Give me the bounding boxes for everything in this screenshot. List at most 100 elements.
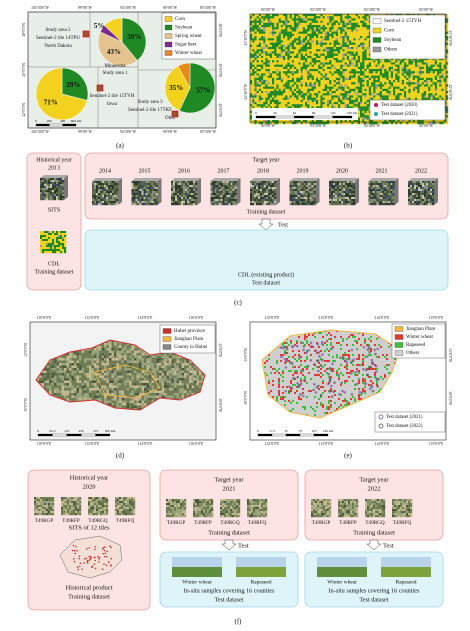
pixel bbox=[353, 82, 356, 85]
pixel bbox=[46, 231, 49, 234]
pixel bbox=[302, 73, 306, 76]
pixel bbox=[263, 53, 266, 56]
pixel bbox=[285, 73, 288, 76]
pixel bbox=[102, 191, 105, 194]
pixel bbox=[406, 88, 409, 92]
pixel bbox=[366, 91, 369, 94]
pixel bbox=[274, 97, 277, 100]
pixel bbox=[267, 93, 270, 96]
pixel bbox=[333, 121, 336, 125]
pixel bbox=[300, 91, 303, 94]
pixel bbox=[351, 31, 354, 34]
pixel bbox=[278, 27, 281, 30]
pixel bbox=[269, 80, 273, 83]
pixel bbox=[342, 29, 345, 32]
pixel bbox=[300, 53, 303, 56]
pixel bbox=[54, 186, 57, 189]
pixel bbox=[335, 102, 339, 105]
pixel bbox=[296, 95, 299, 98]
pixel bbox=[320, 53, 323, 56]
pixel bbox=[92, 183, 95, 186]
pixel bbox=[410, 69, 413, 72]
pie-wedge bbox=[97, 31, 138, 67]
pixel bbox=[256, 33, 259, 37]
pixel bbox=[338, 29, 341, 32]
pixel bbox=[329, 47, 332, 50]
pixel bbox=[254, 62, 257, 65]
pixel bbox=[296, 119, 299, 122]
pixel bbox=[269, 82, 273, 85]
pixel bbox=[344, 14, 347, 17]
pixel bbox=[318, 91, 321, 94]
pixel bbox=[357, 93, 361, 96]
pixel bbox=[261, 47, 264, 50]
pixel bbox=[338, 73, 341, 76]
pixel bbox=[322, 119, 325, 122]
lat-tick: 48°0'0"N bbox=[22, 23, 26, 37]
pixel bbox=[265, 99, 268, 103]
pixel bbox=[300, 18, 303, 21]
pixel bbox=[417, 73, 420, 76]
pixel bbox=[274, 29, 277, 32]
pixel bbox=[331, 44, 334, 48]
pixel bbox=[307, 33, 310, 37]
pixel bbox=[267, 80, 270, 83]
pixel bbox=[287, 73, 290, 76]
pixel bbox=[324, 86, 328, 89]
pixel bbox=[362, 27, 365, 30]
pixel bbox=[423, 97, 427, 100]
lon-tick: 94°30'0"W bbox=[120, 130, 137, 134]
pixel bbox=[342, 80, 345, 83]
pixel bbox=[300, 73, 303, 76]
pixel bbox=[333, 97, 336, 100]
pie-wedge bbox=[35, 67, 88, 121]
pixel bbox=[294, 25, 297, 28]
pixel bbox=[298, 75, 301, 78]
pixel bbox=[351, 49, 354, 52]
pixel bbox=[388, 84, 391, 87]
pixel bbox=[254, 86, 257, 89]
pixel bbox=[445, 97, 449, 100]
pixel bbox=[324, 71, 328, 74]
pixel bbox=[60, 251, 63, 254]
pixel bbox=[333, 62, 336, 65]
pixel bbox=[58, 182, 61, 185]
pixel bbox=[322, 36, 325, 39]
pixel bbox=[311, 95, 314, 98]
pixel bbox=[360, 75, 363, 78]
pixel bbox=[421, 69, 424, 72]
pixel bbox=[48, 237, 51, 240]
pixel bbox=[46, 239, 49, 242]
pie-label: 5% bbox=[94, 22, 105, 30]
pixel bbox=[280, 99, 284, 103]
pixel bbox=[48, 192, 51, 195]
pixel bbox=[307, 18, 310, 21]
pixel bbox=[263, 66, 266, 70]
pixel bbox=[349, 80, 352, 83]
pixel bbox=[362, 42, 365, 45]
pixel bbox=[353, 58, 356, 61]
pixel bbox=[434, 95, 438, 98]
pixel bbox=[296, 60, 299, 63]
pixel bbox=[368, 84, 372, 87]
pixel bbox=[351, 40, 354, 43]
pixel bbox=[331, 51, 334, 54]
pixel bbox=[316, 86, 319, 89]
pixel bbox=[50, 194, 53, 197]
pixel bbox=[366, 49, 369, 52]
pixel bbox=[258, 80, 262, 83]
pixel bbox=[258, 40, 262, 43]
pixel bbox=[390, 97, 394, 100]
pixel bbox=[388, 71, 391, 74]
pixel bbox=[263, 84, 266, 87]
label: SITS bbox=[48, 207, 60, 213]
pixel bbox=[296, 25, 299, 28]
pixel bbox=[261, 104, 264, 107]
pixel bbox=[56, 243, 59, 246]
label: 2013 bbox=[48, 165, 60, 171]
pixel bbox=[382, 60, 385, 63]
pixel bbox=[294, 55, 297, 59]
pixel bbox=[316, 40, 319, 43]
pixel bbox=[346, 69, 350, 72]
pixel bbox=[331, 36, 334, 39]
